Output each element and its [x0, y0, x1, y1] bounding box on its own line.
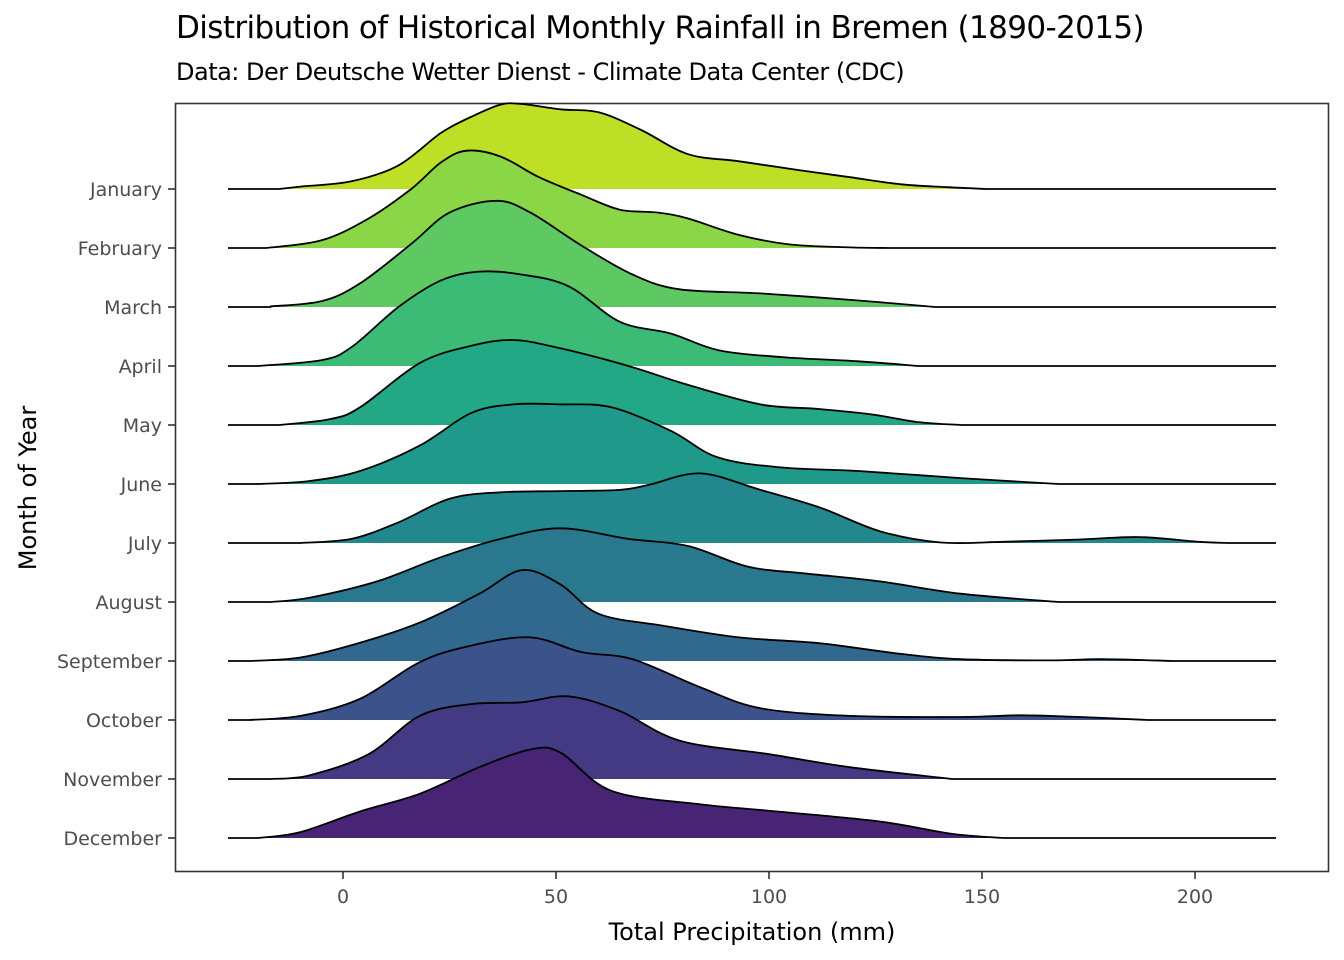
ridge-december: [227, 746, 1276, 839]
chart-title: Distribution of Historical Monthly Rainf…: [176, 10, 1145, 46]
ridge-fill-july: [300, 473, 1230, 544]
x-axis: 0 50 100 150 200: [337, 872, 1213, 908]
x-axis-title: Total Precipitation (mm): [608, 918, 896, 946]
ridge-outline-april: [227, 270, 1276, 367]
ridge-outline-january: [227, 102, 1276, 190]
y-tick-label: February: [78, 238, 162, 260]
ridge-fill-may: [279, 339, 961, 425]
y-axis-title: Month of Year: [14, 406, 42, 571]
plot-panel-border: [174, 102, 1330, 873]
ridge-fill-june: [257, 403, 1059, 484]
ridge-january: [227, 102, 1276, 190]
ridge-outline-september: [227, 569, 1276, 662]
ridge-outline-february: [227, 149, 1276, 249]
ridge-march: [227, 199, 1276, 308]
ridge-november: [227, 695, 1276, 780]
ridge-fill-november: [270, 696, 953, 779]
y-tick-label: July: [127, 533, 162, 555]
ridge-july: [227, 472, 1276, 545]
ridge-outline-may: [227, 339, 1276, 426]
ridge-outline-july: [227, 472, 1276, 545]
ridge-outline-august: [227, 527, 1276, 603]
ridge-october: [227, 636, 1276, 721]
x-tick-label: 200: [1177, 886, 1213, 908]
y-tick-label: March: [104, 297, 162, 319]
x-tick-label: 150: [964, 886, 1000, 908]
ridge-fill-april: [257, 271, 919, 366]
ridge-fill-august: [270, 528, 1059, 602]
ridge-outline-december: [227, 746, 1276, 839]
ridge-fill-january: [279, 103, 987, 189]
chart-subtitle: Data: Der Deutsche Wetter Dienst - Clima…: [176, 58, 905, 86]
ridges-group: [227, 102, 1276, 839]
ridge-may: [227, 339, 1276, 426]
y-tick-label: September: [57, 651, 162, 673]
y-tick-label: April: [119, 356, 162, 378]
y-tick-label: May: [123, 415, 162, 437]
ridge-fill-september: [249, 569, 1174, 661]
ridge-august: [227, 527, 1276, 603]
y-tick-label: December: [63, 828, 162, 850]
ridge-september: [227, 569, 1276, 662]
y-tick-label: January: [89, 179, 162, 201]
x-tick-label: 0: [337, 886, 349, 908]
ridge-fill-february: [266, 150, 889, 248]
y-tick-label: June: [120, 474, 162, 496]
ridge-february: [227, 149, 1276, 249]
y-axis: January February March April May June July Augu…: [57, 179, 175, 850]
ridge-june: [227, 402, 1276, 485]
x-tick-label: 100: [751, 886, 787, 908]
y-tick-label: August: [96, 592, 163, 614]
y-tick-label: October: [86, 710, 162, 732]
ridge-april: [227, 270, 1276, 367]
ridge-outline-november: [227, 695, 1276, 780]
x-tick-label: 50: [544, 886, 568, 908]
ridge-outline-june: [227, 402, 1276, 485]
ridge-fill-march: [270, 200, 936, 307]
y-tick-label: November: [63, 769, 162, 791]
ridge-outline-october: [227, 636, 1276, 721]
ridge-outline-march: [227, 199, 1276, 308]
ridge-fill-october: [249, 637, 1149, 720]
